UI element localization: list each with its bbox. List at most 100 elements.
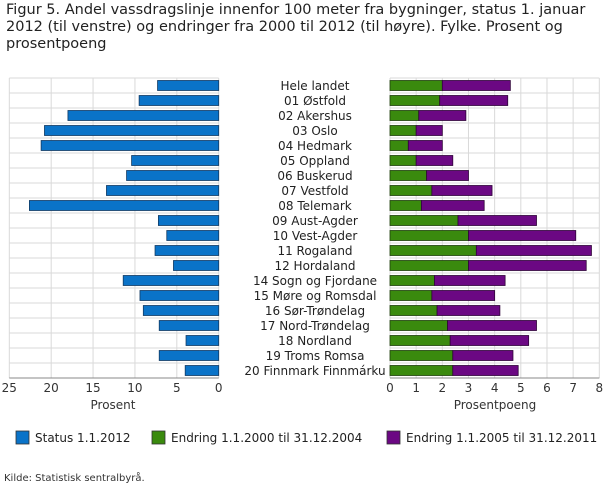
category-label: 14 Sogn og Fjordane [253, 274, 377, 288]
status-bar [166, 230, 220, 241]
endring-2005-2011-bar [415, 125, 443, 136]
status-bar [126, 170, 220, 181]
category-label: 02 Akershus [278, 109, 352, 123]
endring-2000-2004-bar [389, 140, 409, 151]
category-label: 20 Finnmark Finnmárku [244, 364, 385, 378]
status-bar [173, 260, 220, 271]
endring-2000-2004-bar [389, 320, 448, 331]
endring-2005-2011-bar [452, 365, 519, 376]
status-bar [158, 350, 220, 361]
category-label: 10 Vest-Agder [273, 229, 358, 243]
endring-2000-2004-bar [389, 365, 454, 376]
endring-2005-2011-bar [449, 335, 530, 346]
source-note: Kilde: Statistisk sentralbyrå. [4, 473, 145, 484]
endring-2005-2011-bar [407, 140, 443, 151]
legend-endring-2000-2004-swatch [151, 430, 166, 445]
legend-endring-2005-2011-label: Endring 1.1.2005 til 31.12.2011 [406, 431, 597, 445]
right-tick-label: 8 [595, 381, 603, 395]
category-label: 06 Buskerud [277, 169, 352, 183]
category-label: 01 Østfold [284, 94, 346, 108]
right-tick-label: 2 [439, 381, 447, 395]
endring-2005-2011-bar [475, 245, 592, 256]
endring-2000-2004-bar [389, 275, 435, 286]
category-label: 19 Troms Romsa [266, 349, 365, 363]
endring-2005-2011-bar [447, 320, 537, 331]
legend-status-swatch [15, 430, 30, 445]
endring-2000-2004-bar [389, 350, 454, 361]
left-tick-label: 0 [215, 381, 223, 395]
category-label: 03 Oslo [292, 124, 337, 138]
endring-2000-2004-bar [389, 245, 477, 256]
status-bar [185, 335, 220, 346]
left-tick-label: 5 [173, 381, 181, 395]
endring-2000-2004-bar [389, 185, 433, 196]
legend-endring-2000-2004-label: Endring 1.1.2000 til 31.12.2004 [171, 431, 362, 445]
category-label: 11 Rogaland [277, 244, 352, 258]
category-label: 04 Hedmark [278, 139, 352, 153]
left-tick-label: 10 [127, 381, 142, 395]
endring-2000-2004-bar [389, 290, 433, 301]
endring-2005-2011-bar [431, 185, 493, 196]
status-bar [142, 305, 220, 316]
endring-2000-2004-bar [389, 335, 451, 346]
endring-2000-2004-bar [389, 110, 420, 121]
status-bar [40, 140, 220, 151]
right-tick-label: 7 [569, 381, 577, 395]
endring-2000-2004-bar [389, 125, 417, 136]
status-bar [122, 275, 220, 286]
endring-2000-2004-bar [389, 95, 441, 106]
status-bar [44, 125, 220, 136]
status-bar [157, 80, 220, 91]
left-axis-label: Prosent [91, 398, 136, 412]
endring-2005-2011-bar [441, 80, 511, 91]
status-bar [154, 245, 220, 256]
category-label: 09 Aust-Agder [272, 214, 358, 228]
endring-2000-2004-bar [389, 305, 438, 316]
chart-title: Figur 5. Andel vassdragslinje innenfor 1… [6, 2, 586, 52]
status-bar [131, 155, 220, 166]
left-tick-label: 20 [44, 381, 59, 395]
category-label: 15 Møre og Romsdal [254, 289, 377, 303]
endring-2000-2004-bar [389, 155, 417, 166]
category-label: 08 Telemark [278, 199, 351, 213]
status-bar [184, 365, 220, 376]
endring-2000-2004-bar [389, 215, 459, 226]
endring-2005-2011-bar [436, 305, 501, 316]
endring-2005-2011-bar [434, 275, 506, 286]
endring-2000-2004-bar [389, 200, 422, 211]
endring-2005-2011-bar [452, 350, 514, 361]
category-label: 16 Sør-Trøndelag [265, 304, 365, 318]
right-tick-label: 6 [543, 381, 551, 395]
category-label: 07 Vestfold [281, 184, 348, 198]
right-tick-label: 1 [412, 381, 420, 395]
status-bar [157, 215, 220, 226]
status-bar [139, 290, 220, 301]
status-bar [67, 110, 220, 121]
category-label: Hele landet [281, 79, 350, 93]
status-bar [158, 320, 220, 331]
right-tick-label: 5 [517, 381, 525, 395]
left-tick-label: 25 [2, 381, 17, 395]
left-tick-label: 15 [85, 381, 100, 395]
status-bar [29, 200, 220, 211]
endring-2000-2004-bar [389, 80, 443, 91]
endring-2005-2011-bar [439, 95, 509, 106]
endring-2005-2011-bar [420, 200, 485, 211]
endring-2000-2004-bar [389, 230, 469, 241]
endring-2000-2004-bar [389, 260, 469, 271]
status-bar [138, 95, 220, 106]
right-tick-label: 3 [465, 381, 473, 395]
endring-2005-2011-bar [468, 260, 587, 271]
category-label: 17 Nord-Trøndelag [260, 319, 370, 333]
endring-2005-2011-bar [468, 230, 577, 241]
endring-2005-2011-bar [426, 170, 469, 181]
category-label: 05 Oppland [280, 154, 350, 168]
right-tick-label: 0 [386, 381, 394, 395]
endring-2005-2011-bar [431, 290, 496, 301]
endring-2005-2011-bar [457, 215, 537, 226]
category-label: 12 Hordaland [274, 259, 355, 273]
status-bar [106, 185, 220, 196]
legend-status-label: Status 1.1.2012 [35, 431, 131, 445]
category-label: 18 Nordland [278, 334, 352, 348]
